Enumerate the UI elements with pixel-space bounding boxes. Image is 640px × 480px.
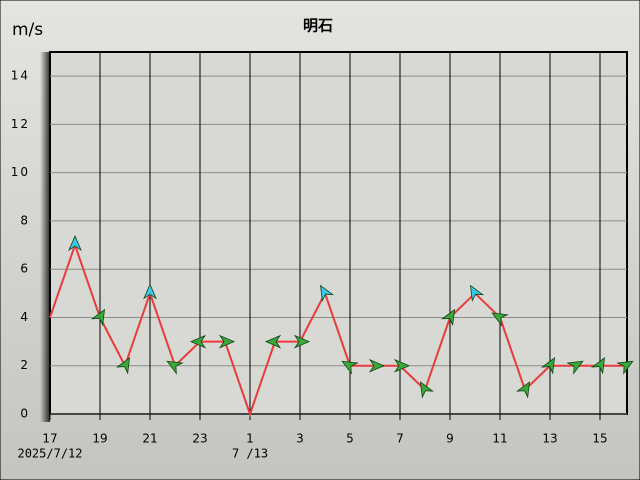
x-tick-label: 11 (492, 432, 507, 446)
wind-arrow (319, 284, 335, 303)
x-tick-label: 3 (296, 432, 304, 446)
wind-arrow (368, 358, 386, 373)
wind-arrow (419, 381, 435, 399)
x-tick-label: 13 (542, 432, 557, 446)
wind-arrow (540, 357, 556, 375)
x-tick-label: 5 (346, 432, 354, 446)
y-tick-label: 6 (20, 262, 30, 276)
y-tick-label: 14 (11, 69, 30, 83)
wind-arrow (566, 360, 584, 375)
wind-arrow (264, 334, 282, 349)
x-tick-label: 21 (142, 432, 157, 446)
wind-arrow (616, 360, 634, 375)
y-tick-label: 2 (20, 358, 30, 372)
x-tick-label: 15 (592, 432, 607, 446)
y-tick-label: 8 (20, 213, 30, 227)
date-label: 2025/7/12 (17, 447, 82, 461)
y-tick-label: 4 (20, 310, 30, 324)
wind-arrow (491, 312, 509, 327)
chart-title: 明石 (303, 17, 333, 35)
wind-arrow (293, 334, 311, 349)
x-tick-label: 1 (246, 432, 254, 446)
wind-arrow (166, 360, 184, 375)
wind-arrow (115, 357, 131, 375)
y-tick-label: 12 (11, 117, 30, 131)
wind-arrow (143, 283, 157, 300)
wind-arrow (218, 334, 236, 349)
y-tick-label: 10 (11, 165, 30, 179)
x-tick-label: 7 (396, 432, 404, 446)
y-tick-label: 0 (20, 407, 30, 421)
x-tick-label: 17 (42, 432, 57, 446)
wind-arrow (440, 308, 456, 327)
shadow (40, 52, 50, 422)
plot-area (49, 51, 628, 415)
date-label: 7 /13 (232, 447, 268, 461)
x-tick-label: 23 (192, 432, 207, 446)
wind-arrow (189, 334, 207, 349)
wind-arrow (515, 381, 531, 399)
wind-arrow (469, 284, 485, 303)
wind-arrow (393, 358, 411, 373)
wind-arrow (68, 235, 82, 252)
x-tick-label: 19 (92, 432, 107, 446)
y-unit: m/s (12, 20, 43, 40)
wind-arrow (341, 360, 359, 375)
wind-arrow (590, 357, 606, 375)
x-tick-label: 9 (446, 432, 454, 446)
wind-arrow (90, 308, 106, 327)
